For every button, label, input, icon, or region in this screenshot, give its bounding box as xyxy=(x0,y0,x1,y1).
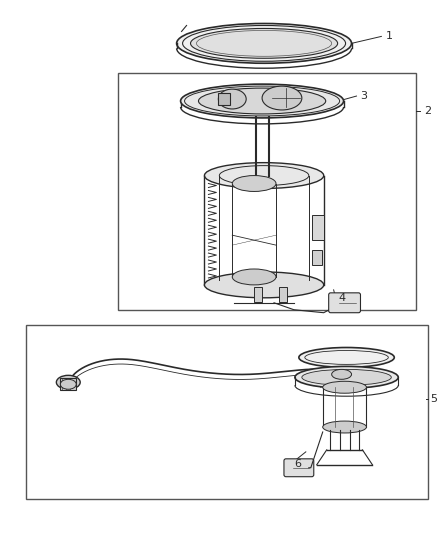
Text: 6: 6 xyxy=(294,459,301,469)
Bar xyxy=(219,93,230,105)
Bar xyxy=(118,73,416,310)
Ellipse shape xyxy=(177,23,352,63)
Ellipse shape xyxy=(323,381,367,393)
FancyBboxPatch shape xyxy=(284,459,314,477)
Text: 5: 5 xyxy=(430,394,437,404)
Bar xyxy=(279,287,287,302)
Ellipse shape xyxy=(332,369,352,379)
Ellipse shape xyxy=(191,28,338,58)
Ellipse shape xyxy=(232,269,276,285)
Ellipse shape xyxy=(232,175,276,191)
Ellipse shape xyxy=(198,88,326,114)
Bar xyxy=(312,215,324,240)
Bar xyxy=(254,287,262,302)
Bar xyxy=(312,250,322,265)
Text: 1: 1 xyxy=(385,31,392,42)
Ellipse shape xyxy=(205,272,324,298)
Ellipse shape xyxy=(295,366,398,388)
Text: 3: 3 xyxy=(360,91,367,101)
Ellipse shape xyxy=(262,86,302,110)
FancyBboxPatch shape xyxy=(328,293,360,313)
Ellipse shape xyxy=(57,375,80,389)
Ellipse shape xyxy=(205,163,324,189)
Text: 2: 2 xyxy=(424,106,431,116)
Ellipse shape xyxy=(219,89,246,109)
Ellipse shape xyxy=(180,84,343,118)
Text: 4: 4 xyxy=(339,293,346,303)
Bar xyxy=(60,378,76,390)
Ellipse shape xyxy=(60,379,76,389)
Ellipse shape xyxy=(299,348,394,367)
Ellipse shape xyxy=(302,369,391,385)
Bar xyxy=(25,325,428,498)
Ellipse shape xyxy=(323,421,367,433)
